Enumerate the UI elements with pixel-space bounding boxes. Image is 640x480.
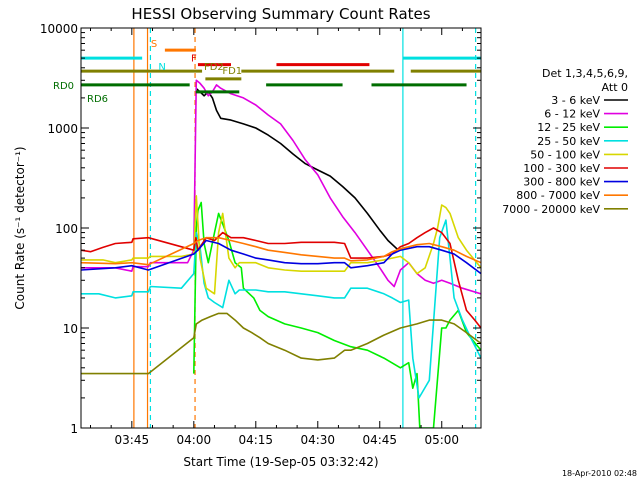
interval-label-rd6: RD6 (87, 94, 108, 105)
x-tick-label-4: 04:30 (300, 433, 335, 447)
x-tick-label-5: 04:45 (362, 433, 397, 447)
legend-label-7: 300 - 800 keV (523, 176, 600, 189)
timestamp-stamp: 18-Apr-2010 02:48 (562, 469, 637, 478)
series-line-7 (81, 239, 481, 275)
y-tick-label-2: 10 (63, 322, 78, 336)
legend-header-line-2: Att 0 (602, 81, 628, 94)
series-line-1 (195, 87, 399, 251)
series-line-6 (81, 227, 481, 329)
series-line-4 (81, 219, 481, 399)
x-tick-label-2: 04:00 (177, 433, 212, 447)
interval-label-rd0: RD0 (53, 81, 74, 92)
legend-label-9: 7000 - 20000 keV (502, 203, 600, 216)
series-line-9 (81, 312, 481, 375)
series-line-8 (81, 236, 481, 266)
y-tick-label-1: 1 (70, 422, 78, 436)
interval-label-s: S (151, 39, 157, 50)
legend-label-2: 6 - 12 keV (544, 108, 600, 121)
y-tick-label-4: 1000 (47, 122, 78, 136)
x-tick-label-1: 03:45 (115, 433, 150, 447)
interval-label-fd1: FD1 (222, 66, 242, 77)
chart-title: HESSI Observing Summary Count Rates (131, 5, 430, 23)
legend-label-5: 50 - 100 keV (530, 148, 600, 161)
y-axis-label: Count Rate (s⁻¹ detector⁻¹) (13, 146, 27, 309)
plot-area (81, 28, 481, 428)
interval-label-n: N (158, 62, 165, 73)
x-tick-label-6: 05:00 (424, 433, 459, 447)
series-line-3 (193, 201, 481, 428)
plot-frame (80, 27, 482, 429)
y-tick-label-5: 10000 (40, 22, 78, 36)
x-tick-label-3: 04:15 (238, 433, 273, 447)
y-tick-label-3: 100 (55, 222, 78, 236)
interval-label-fd2: FD2 (204, 62, 224, 73)
interval-label-f: F (191, 54, 197, 65)
axes: 03:45 04:00 04:15 04:30 04:45 05:00 1 10 100 1000… (40, 22, 481, 447)
legend-label-3: 12 - 25 keV (537, 121, 600, 134)
legend-label-8: 800 - 7000 keV (516, 189, 600, 202)
x-axis-label: Start Time (19-Sep-05 03:32:42) (183, 455, 378, 469)
legend-label-6: 100 - 300 keV (523, 162, 600, 175)
legend-label-1: 3 - 6 keV (551, 94, 600, 107)
legend-header-line-1: Det 1,3,4,5,6,9, (542, 67, 628, 80)
legend-label-4: 25 - 50 keV (537, 135, 600, 148)
